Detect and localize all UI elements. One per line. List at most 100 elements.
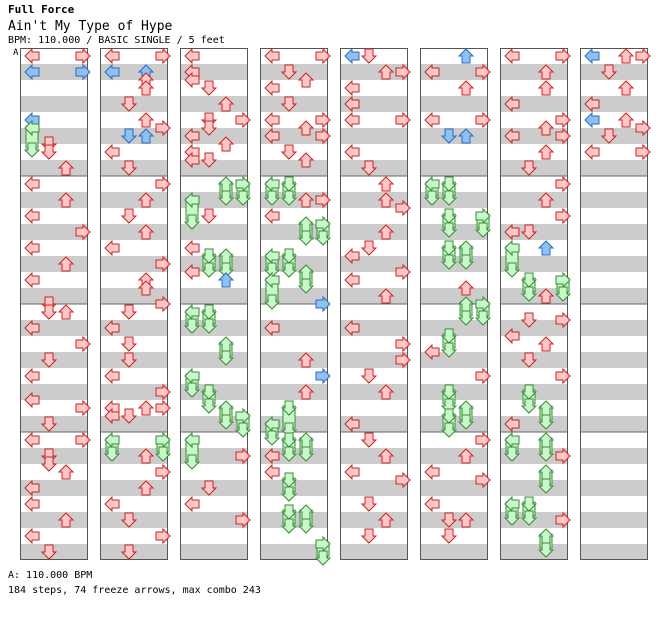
arrow-icon bbox=[344, 247, 360, 265]
step-arrow bbox=[395, 199, 411, 217]
arrow-icon bbox=[440, 176, 458, 192]
arrow-icon bbox=[440, 128, 458, 144]
freeze-arrow bbox=[217, 336, 235, 366]
step-arrow bbox=[344, 247, 360, 265]
arrow-icon bbox=[315, 47, 331, 65]
step-arrow bbox=[104, 239, 120, 257]
arrow-icon bbox=[40, 304, 58, 320]
arrow-icon bbox=[314, 550, 332, 566]
step-arrow bbox=[264, 47, 280, 65]
arrow-icon bbox=[297, 352, 315, 368]
arrow-icon bbox=[537, 464, 555, 480]
step-arrow bbox=[504, 415, 520, 433]
arrow-icon bbox=[617, 48, 635, 64]
freeze-arrow bbox=[440, 408, 458, 438]
step-arrow bbox=[155, 399, 171, 417]
arrow-icon bbox=[297, 278, 315, 294]
step-arrow bbox=[200, 208, 218, 224]
step-arrow bbox=[555, 47, 571, 65]
arrow-icon bbox=[395, 63, 411, 81]
arrow-icon bbox=[520, 272, 538, 288]
freeze-arrow bbox=[440, 176, 458, 206]
arrow-icon bbox=[280, 486, 298, 502]
arrow-icon bbox=[600, 64, 618, 80]
step-arrow bbox=[520, 352, 538, 368]
freeze-arrow bbox=[234, 175, 252, 206]
arrow-icon bbox=[137, 400, 155, 416]
step-arrow bbox=[635, 47, 651, 65]
arrow-icon bbox=[504, 327, 520, 345]
arrow-icon bbox=[315, 367, 331, 385]
arrow-icon bbox=[24, 431, 40, 449]
step-arrow bbox=[555, 175, 571, 193]
step-arrow bbox=[360, 48, 378, 64]
arrow-icon bbox=[344, 47, 360, 65]
arrow-icon bbox=[184, 263, 200, 281]
arrow-icon bbox=[155, 47, 171, 65]
arrow-icon bbox=[155, 119, 171, 137]
freeze-arrow bbox=[520, 272, 538, 302]
freeze-arrow bbox=[234, 407, 252, 438]
step-arrow bbox=[184, 239, 200, 257]
arrow-icon bbox=[24, 119, 40, 137]
arrow-icon bbox=[120, 96, 138, 112]
freeze-arrow bbox=[217, 176, 235, 206]
arrow-icon bbox=[555, 311, 571, 329]
arrow-icon bbox=[537, 478, 555, 494]
arrow-icon bbox=[183, 454, 201, 470]
freeze-arrow bbox=[297, 432, 315, 462]
arrow-icon bbox=[554, 286, 572, 302]
step-arrow bbox=[537, 144, 555, 160]
step-arrow bbox=[457, 512, 475, 528]
arrow-icon bbox=[520, 312, 538, 328]
arrow-icon bbox=[504, 95, 520, 113]
arrow-icon bbox=[344, 95, 360, 113]
step-arrow bbox=[24, 431, 40, 449]
arrow-icon bbox=[520, 496, 538, 512]
arrow-icon bbox=[424, 463, 440, 481]
step-arrow bbox=[520, 224, 538, 240]
freeze-arrow bbox=[263, 247, 281, 278]
arrow-icon bbox=[360, 432, 378, 448]
arrow-icon bbox=[137, 112, 155, 128]
freeze-arrow bbox=[520, 384, 538, 414]
arrow-icon bbox=[155, 527, 171, 545]
step-arrow bbox=[184, 71, 200, 89]
step-arrow bbox=[24, 47, 40, 65]
arrow-icon bbox=[217, 350, 235, 366]
arrow-icon bbox=[40, 456, 58, 472]
arrow-icon bbox=[75, 335, 91, 353]
arrow-icon bbox=[475, 295, 491, 313]
arrow-icon bbox=[537, 528, 555, 544]
step-arrow bbox=[457, 80, 475, 96]
step-arrow bbox=[200, 480, 218, 496]
step-arrow bbox=[155, 463, 171, 481]
arrow-icon bbox=[440, 190, 458, 206]
step-arrow bbox=[457, 448, 475, 464]
arrow-icon bbox=[617, 112, 635, 128]
arrow-icon bbox=[297, 446, 315, 462]
arrow-icon bbox=[264, 111, 280, 129]
step-arrow bbox=[217, 96, 235, 112]
arrow-icon bbox=[57, 256, 75, 272]
step-arrow bbox=[344, 319, 360, 337]
step-arrow bbox=[344, 271, 360, 289]
step-arrow bbox=[57, 304, 75, 320]
arrow-icon bbox=[184, 151, 200, 169]
step-arrow bbox=[504, 327, 520, 345]
step-arrow bbox=[537, 240, 555, 256]
arrow-icon bbox=[154, 446, 172, 462]
arrow-icon bbox=[264, 79, 280, 97]
step-arrow bbox=[235, 111, 251, 129]
arrow-icon bbox=[377, 448, 395, 464]
arrow-icon bbox=[504, 223, 520, 241]
step-arrow bbox=[280, 144, 298, 160]
arrow-icon bbox=[155, 295, 171, 313]
arrow-icon bbox=[503, 510, 521, 526]
arrow-icon bbox=[395, 199, 411, 217]
step-arrow bbox=[137, 80, 155, 96]
arrow-icon bbox=[280, 248, 298, 264]
arrow-icon bbox=[184, 127, 200, 145]
freeze-arrow bbox=[440, 240, 458, 270]
